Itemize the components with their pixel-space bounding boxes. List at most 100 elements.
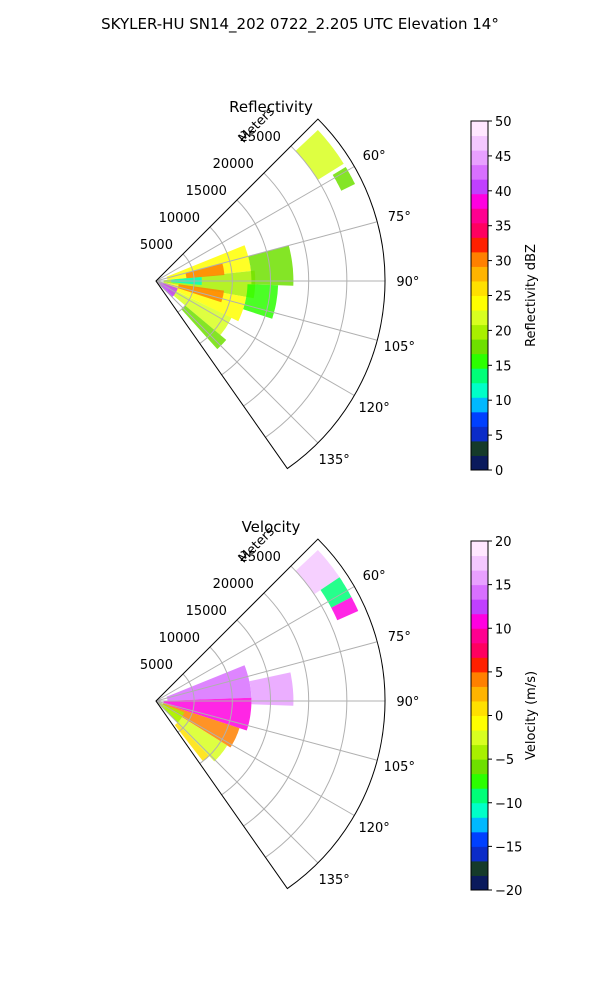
velocity-colorbar-swatch (471, 744, 488, 760)
velocity-colorbar-swatch (471, 570, 488, 586)
velocity-colorbar-tick-label: 20 (495, 535, 512, 550)
reflectivity-range-ring-2 (221, 199, 271, 376)
reflectivity-azimuth-tick-label: 135° (318, 453, 349, 468)
reflectivity-azimuth-line-5 (155, 280, 319, 444)
reflectivity-title: Reflectivity (229, 98, 313, 116)
reflectivity-colorbar-tick-label: 40 (495, 185, 512, 200)
reflectivity-range-ring-4 (265, 145, 348, 438)
reflectivity-range-ring-3 (243, 172, 310, 407)
reflectivity-sector-outline (155, 118, 386, 470)
velocity-echo-3 (166, 665, 252, 701)
velocity-colorbar-swatch (471, 730, 488, 746)
velocity-colorbar-tick-label: 10 (495, 622, 512, 637)
reflectivity-colorbar-swatch (471, 353, 488, 369)
velocity-echo-9 (156, 701, 185, 723)
reflectivity-colorbar-swatch (471, 397, 488, 413)
velocity-colorbar-swatch (471, 671, 488, 687)
velocity-colorbar-swatch (471, 541, 488, 557)
reflectivity-colorbar-swatch (471, 310, 488, 326)
reflectivity-colorbar-swatch (471, 179, 488, 195)
reflectivity-colorbar-label: Reflectivity dBZ (524, 244, 539, 347)
reflectivity-colorbar-tick-label: 30 (495, 255, 512, 270)
velocity-range-ring-2 (221, 619, 271, 796)
reflectivity-azimuth-tick-label: 75° (388, 210, 411, 225)
reflectivity-colorbar-swatch (471, 280, 488, 296)
velocity-azimuth-tick-label: 135° (318, 873, 349, 888)
reflectivity-colorbar-swatch (471, 222, 488, 238)
reflectivity-range-tick-label: 10000 (159, 211, 200, 226)
velocity-colorbar-swatch (471, 817, 488, 833)
reflectivity-colorbar-swatch (471, 368, 488, 384)
reflectivity-colorbar-tick-label: 25 (495, 290, 512, 305)
velocity-range-ring-0 (177, 673, 195, 733)
reflectivity-colorbar-swatch (471, 440, 488, 456)
reflectivity-colorbar-swatch (471, 237, 488, 253)
reflectivity-colorbar-swatch (471, 426, 488, 442)
velocity-colorbar-swatch (471, 642, 488, 658)
figure-title: SKYLER-HU SN14_202 0722_2.205 UTC Elevat… (101, 15, 499, 33)
velocity-echo-8 (174, 723, 209, 762)
reflectivity-colorbar-tick-label: 10 (495, 394, 512, 409)
velocity-colorbar-tick-label: −15 (495, 840, 522, 855)
reflectivity-echo-8 (243, 284, 279, 319)
reflectivity-azimuth-line-0 (155, 166, 355, 282)
reflectivity-colorbar-tick-label: 50 (495, 115, 512, 130)
reflectivity-range-tick-label: 15000 (186, 184, 227, 199)
velocity-colorbar-swatch (471, 700, 488, 716)
velocity-range-tick-label: 5000 (140, 658, 173, 673)
velocity-colorbar-swatch (471, 802, 488, 818)
reflectivity-echo-7 (248, 245, 294, 286)
reflectivity-echo-10 (185, 263, 225, 279)
reflectivity-echo-0 (295, 130, 344, 180)
reflectivity-range-tick-label: 5000 (140, 238, 173, 253)
reflectivity-colorbar-swatch (471, 339, 488, 355)
reflectivity-colorbar-swatch (471, 411, 488, 427)
reflectivity-colorbar-swatch (471, 295, 488, 311)
velocity-range-tick-label: 15000 (186, 604, 227, 619)
reflectivity-colorbar-tick-label: 15 (495, 359, 512, 374)
reflectivity-colorbar-tick-label: 5 (495, 429, 503, 444)
velocity-colorbar-swatch (471, 599, 488, 615)
velocity-colorbar-swatch (471, 628, 488, 644)
reflectivity-colorbar-swatch (471, 382, 488, 398)
velocity-title: Velocity (242, 518, 301, 536)
velocity-range-tick-label: 20000 (213, 577, 254, 592)
reflectivity-colorbar-swatch (471, 455, 488, 471)
velocity-range-ring-3 (243, 592, 310, 827)
reflectivity-range-tick-label: 20000 (213, 157, 254, 172)
velocity-colorbar-swatch (471, 875, 488, 891)
reflectivity-colorbar-swatch (471, 121, 488, 137)
reflectivity-colorbar-swatch (471, 266, 488, 282)
velocity-azimuth-tick-label: 105° (384, 760, 415, 775)
reflectivity-colorbar-swatch (471, 208, 488, 224)
reflectivity-colorbar-swatch (471, 150, 488, 166)
velocity-colorbar-swatch (471, 831, 488, 847)
reflectivity-azimuth-line-4 (155, 280, 355, 396)
reflectivity-echo-11 (156, 281, 178, 298)
reflectivity-echo-1 (332, 167, 355, 191)
reflectivity-panel: Reflectivity60°75°90°105°120°135°5000100… (140, 98, 539, 479)
reflectivity-colorbar-swatch (471, 135, 488, 151)
velocity-azimuth-line-1 (155, 641, 378, 702)
velocity-colorbar-tick-label: 5 (495, 666, 503, 681)
reflectivity-azimuth-tick-label: 120° (358, 401, 389, 416)
reflectivity-echo-4 (162, 282, 247, 322)
velocity-azimuth-tick-label: 90° (396, 695, 419, 710)
velocity-echo-1 (320, 577, 352, 608)
velocity-azimuth-line-0 (155, 586, 355, 702)
reflectivity-colorbar-swatch (471, 324, 488, 340)
velocity-colorbar-tick-label: 0 (495, 710, 503, 725)
velocity-colorbar-tick-label: 15 (495, 579, 512, 594)
velocity-colorbar-swatch (471, 773, 488, 789)
velocity-colorbar-swatch (471, 686, 488, 702)
reflectivity-range-ring-0 (177, 253, 195, 313)
velocity-range-ring-1 (199, 646, 233, 764)
velocity-azimuth-line-5 (155, 700, 319, 864)
velocity-panel: Velocity 60° 75° 90° 105° 120° 135° 5000 10000 15… (140, 518, 539, 899)
reflectivity-echo-6 (181, 305, 227, 350)
velocity-colorbar-swatch (471, 613, 488, 629)
reflectivity-colorbar-tick-label: 35 (495, 220, 512, 235)
velocity-echo-7 (164, 707, 228, 762)
velocity-colorbar-tick-label: −5 (495, 753, 514, 768)
